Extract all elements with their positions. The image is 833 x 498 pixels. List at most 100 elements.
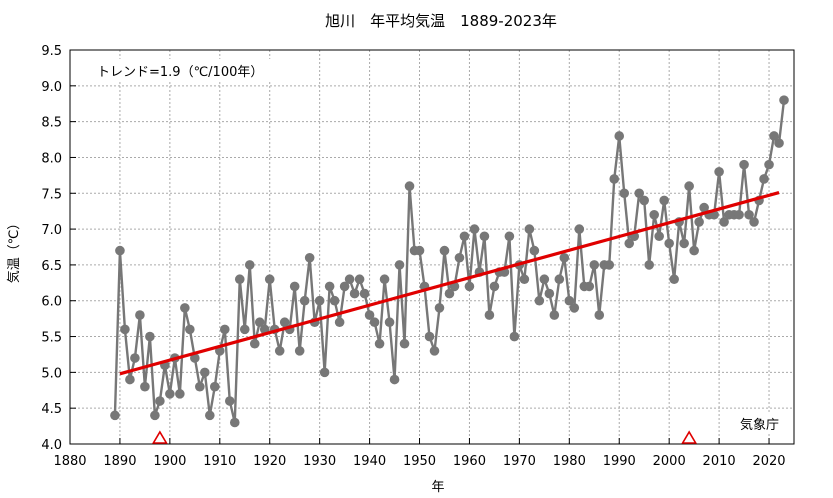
data-point bbox=[509, 331, 520, 342]
data-point bbox=[469, 224, 480, 234]
data-point bbox=[504, 231, 515, 242]
x-axis: 1880 1890 1900 1910 1920 1930 1940 1950 1960 1970… bbox=[53, 438, 786, 469]
source-label: 気象庁 bbox=[740, 417, 779, 433]
data-point bbox=[759, 174, 769, 184]
data-point bbox=[634, 188, 645, 199]
y-tick-label: 6.0 bbox=[41, 295, 62, 310]
data-point bbox=[314, 295, 325, 306]
data-point bbox=[254, 317, 265, 328]
data-point bbox=[359, 288, 370, 299]
data-point bbox=[369, 317, 380, 328]
data-point bbox=[744, 209, 754, 220]
y-tick-label: 8.0 bbox=[41, 151, 62, 166]
data-point bbox=[544, 288, 555, 299]
data-point bbox=[644, 260, 654, 270]
data-point bbox=[694, 217, 704, 227]
data-point bbox=[319, 367, 330, 378]
trend-line bbox=[119, 191, 780, 376]
data-point bbox=[414, 245, 425, 256]
data-point bbox=[564, 295, 575, 306]
data-point bbox=[779, 95, 789, 105]
x-tick-label: 1950 bbox=[403, 454, 436, 469]
y-tick-label: 9.5 bbox=[41, 44, 62, 59]
data-point bbox=[444, 288, 455, 299]
data-point bbox=[639, 195, 650, 206]
x-tick-label: 1880 bbox=[53, 454, 86, 469]
y-tick-label: 7.5 bbox=[41, 187, 62, 202]
data-point bbox=[239, 324, 250, 335]
station-change-marker bbox=[151, 430, 168, 444]
data-point bbox=[274, 346, 285, 356]
data-point bbox=[115, 245, 125, 256]
data-point bbox=[669, 274, 679, 285]
data-point bbox=[289, 281, 300, 292]
data-point bbox=[574, 224, 585, 234]
x-tick-label: 1920 bbox=[253, 454, 286, 469]
data-point bbox=[150, 410, 160, 421]
data-point bbox=[764, 159, 774, 170]
y-tick-label: 4.5 bbox=[41, 402, 62, 417]
data-point bbox=[324, 281, 335, 292]
data-point bbox=[384, 317, 395, 328]
x-tick-label: 1940 bbox=[353, 454, 386, 469]
data-point bbox=[719, 217, 729, 227]
data-point bbox=[219, 324, 230, 335]
station-change-marker bbox=[681, 430, 698, 444]
x-tick-label: 1890 bbox=[103, 454, 136, 469]
data-point bbox=[249, 338, 260, 349]
data-point bbox=[234, 274, 245, 285]
data-point bbox=[699, 202, 709, 213]
y-tick-label: 7.0 bbox=[41, 223, 62, 238]
data-point bbox=[264, 274, 275, 285]
data-point bbox=[529, 245, 540, 256]
data-point bbox=[299, 295, 310, 306]
x-tick-label: 1970 bbox=[503, 454, 536, 469]
data-point bbox=[389, 374, 400, 385]
data-point bbox=[304, 252, 315, 263]
x-tick-label: 2010 bbox=[703, 454, 736, 469]
trend-layer bbox=[119, 191, 780, 376]
data-point bbox=[654, 231, 664, 242]
data-point bbox=[594, 310, 605, 320]
data-point bbox=[180, 303, 190, 313]
y-tick-label: 9.0 bbox=[41, 80, 62, 95]
data-point bbox=[125, 374, 135, 385]
data-point bbox=[684, 181, 694, 191]
y-tick-label: 5.0 bbox=[41, 366, 62, 381]
x-tick-label: 1900 bbox=[153, 454, 186, 469]
data-point bbox=[649, 209, 659, 220]
data-point bbox=[429, 346, 440, 356]
data-point bbox=[749, 217, 759, 227]
data-point bbox=[624, 238, 635, 249]
chart-title: 旭川 年平均気温 1889-2023年 bbox=[325, 12, 557, 30]
y-tick-label: 8.5 bbox=[41, 116, 62, 131]
data-point bbox=[604, 260, 615, 270]
y-axis: 4.0 4.5 5.0 5.5 6.0 6.5 7.0 7.5 8.0 8.5 9.0 9.5 bbox=[41, 44, 76, 453]
data-point bbox=[519, 274, 530, 285]
data-point bbox=[589, 260, 600, 270]
chart-grid bbox=[70, 50, 794, 444]
data-point bbox=[559, 252, 570, 263]
y-tick-label: 4.0 bbox=[41, 438, 62, 453]
data-point bbox=[399, 338, 410, 349]
data-point bbox=[175, 389, 185, 399]
data-point bbox=[329, 295, 340, 306]
data-point bbox=[334, 317, 345, 328]
data-point bbox=[679, 238, 689, 249]
data-point bbox=[165, 389, 175, 399]
data-point bbox=[155, 396, 165, 406]
data-point bbox=[185, 324, 195, 335]
data-point bbox=[145, 331, 155, 342]
data-point bbox=[549, 310, 560, 320]
data-point bbox=[339, 281, 350, 292]
data-point bbox=[434, 303, 445, 313]
x-tick-label: 1960 bbox=[453, 454, 486, 469]
data-point bbox=[195, 381, 205, 392]
data-point bbox=[479, 231, 490, 242]
data-point bbox=[524, 224, 535, 234]
x-tick-label: 2000 bbox=[653, 454, 686, 469]
data-point bbox=[689, 245, 699, 256]
data-point bbox=[539, 274, 550, 285]
data-point bbox=[664, 238, 674, 249]
data-point bbox=[394, 260, 405, 270]
